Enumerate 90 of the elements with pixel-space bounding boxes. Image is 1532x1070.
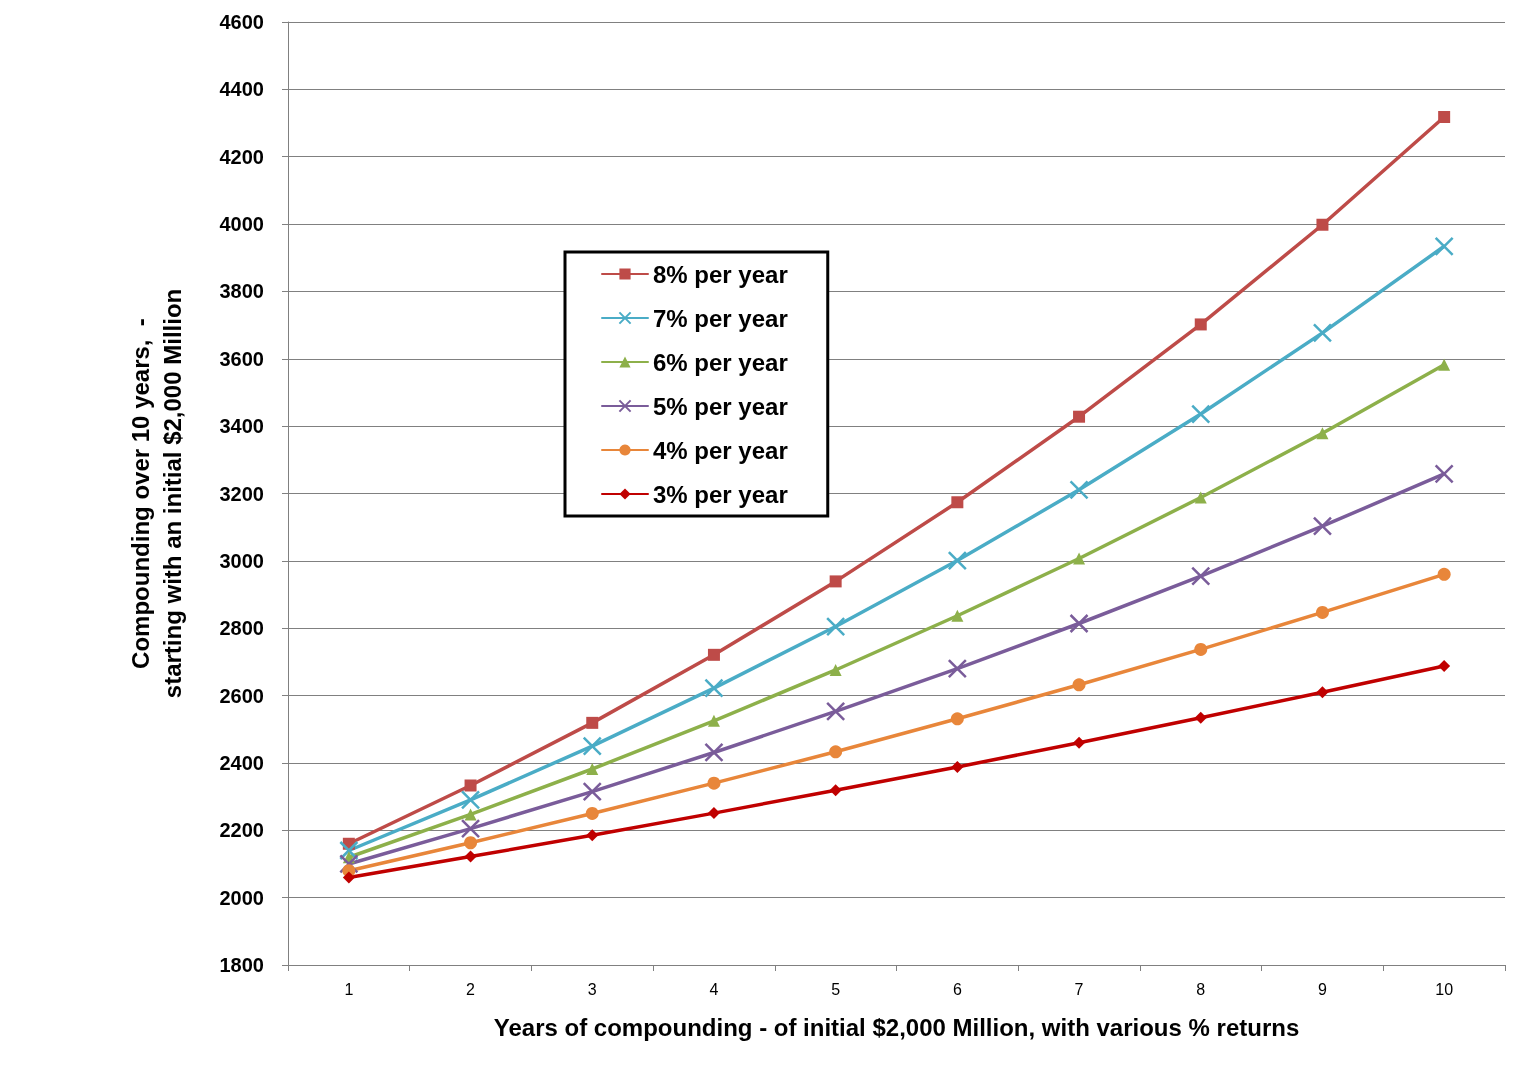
point [1073,552,1086,565]
x-tick-label: 10 [1435,980,1454,998]
point [951,609,964,622]
x-tick-label: 2 [466,980,476,998]
point [1194,711,1207,724]
point [460,818,481,839]
point [1316,686,1329,699]
point [1438,110,1451,123]
y-tick-label: 2800 [219,617,264,640]
y-tick-label: 3600 [219,347,264,370]
y-tick-label: 3200 [219,482,264,505]
point [1312,323,1333,343]
x-tick-label: 4 [709,980,719,998]
y-tick-label: 2600 [219,684,264,707]
point [464,779,477,792]
point [950,712,964,726]
point [1191,566,1211,586]
y-tick-label: 4600 [219,11,264,33]
point [1073,410,1086,423]
y-axis-title: Compounding over 10 years, - starting with an initial $2,000 Million [126,288,186,699]
point [951,760,964,773]
x-tick-label: 6 [952,980,962,998]
y-tick-label: 1800 [219,954,264,976]
point [342,871,355,884]
point [1434,236,1454,257]
point [464,808,477,821]
legend-label: 4% per year [653,436,788,464]
point [704,678,724,698]
point [825,701,846,722]
point [707,807,720,820]
point [951,496,964,509]
point [1069,613,1089,634]
legend-label: 5% per year [653,392,788,420]
point [1316,218,1329,231]
point [947,658,968,679]
y-tick-label: 4000 [219,213,264,236]
y-tick-label: 3400 [219,415,264,438]
x-tick-label: 7 [1074,980,1084,998]
point [704,742,724,763]
point [582,736,602,756]
point [1434,464,1454,484]
point [1312,516,1333,536]
point [464,836,478,850]
point [1073,736,1086,749]
legend-label: 8% per year [653,260,788,288]
point [1316,427,1329,440]
y-tick-label: 3000 [219,549,264,572]
point [829,575,842,588]
point [585,806,599,820]
x-axis-title: Years of compounding - of initial $2,000 Million, with various % returns [493,1013,1300,1041]
point [707,714,720,727]
point [1437,567,1451,581]
point [1191,404,1211,424]
x-tick-label: 3 [587,980,597,998]
point [586,716,599,729]
point [339,854,359,874]
x-tick-label: 9 [1318,980,1327,998]
y-tick-label: 3800 [219,280,264,303]
y-tick-label: 2400 [219,751,264,774]
point [1069,480,1089,500]
point [1194,491,1207,504]
point [339,840,359,861]
legend-label: 6% per year [653,348,788,376]
point [460,790,481,810]
point [1072,678,1086,692]
point [1194,642,1208,656]
point [829,663,842,676]
point [1438,659,1451,672]
legend-label: 3% per year [653,480,788,508]
point [707,648,720,661]
y-tick-label: 2200 [219,819,264,842]
point [947,550,968,571]
point [582,781,602,802]
point [707,776,721,790]
point [1315,605,1329,619]
point [1194,318,1207,331]
x-tick-label: 1 [344,980,354,998]
point [586,829,599,842]
x-tick-label: 8 [1196,980,1206,998]
point [464,850,477,863]
point [829,784,842,797]
y-tick-label: 4200 [219,145,264,168]
point [829,745,843,759]
x-tick-label: 5 [831,980,841,998]
y-tick-label: 2000 [219,886,264,909]
point [1438,358,1451,371]
point [825,616,846,637]
legend-label: 7% per year [653,304,788,332]
point [586,762,599,775]
y-tick-label: 4400 [219,78,264,101]
